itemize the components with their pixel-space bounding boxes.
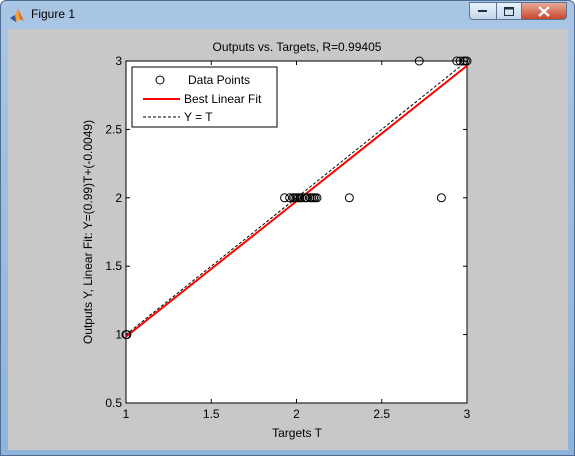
y-tick-label: 1: [115, 328, 122, 342]
chart-marks: [121, 56, 472, 340]
maximize-icon: [504, 6, 514, 16]
y-tick-label: 3: [115, 54, 122, 68]
legend-marker-data-points: [155, 75, 165, 85]
data-point: [312, 193, 322, 203]
figure-canvas: 1 1.5 2 2.5 3 0.5 1 1.5 2 2.5 3 Outputs vs. Target…: [8, 29, 568, 450]
legend-label-best-linear-fit: Best Linear Fit: [184, 92, 262, 106]
x-tick-label: 1.5: [203, 407, 220, 421]
legend-label-data-points: Data Points: [188, 73, 250, 87]
y-axis-label: Outputs Y, Linear Fit: Y=(0.99)T+(-0.004…: [81, 120, 95, 344]
data-point: [436, 193, 446, 203]
window-controls: [469, 2, 567, 21]
axis-ticks: 1 1.5 2 2.5 30.511.522.53: [105, 54, 470, 421]
x-tick-label: 2: [293, 407, 300, 421]
legend: Data Points Best Linear Fit Y = T: [131, 66, 278, 128]
data-point: [452, 56, 462, 66]
data-point: [455, 56, 465, 66]
regression-plot: 1 1.5 2 2.5 30.511.522.53 Outputs vs. Target…: [81, 40, 472, 440]
window-title: Figure 1: [31, 7, 76, 21]
x-tick-label: 2.5: [373, 407, 390, 421]
minimize-icon: [478, 10, 487, 12]
data-point: [462, 56, 472, 66]
x-axis-label: Targets T: [272, 426, 322, 440]
data-point: [414, 56, 424, 66]
y-tick-label: 2.5: [105, 122, 122, 136]
data-point: [285, 193, 295, 203]
y-tick-label: 1.5: [105, 259, 122, 273]
data-point: [302, 193, 312, 203]
data-point: [122, 330, 132, 340]
maximize-button[interactable]: [496, 2, 522, 20]
legend-box: [131, 66, 278, 128]
y-equals-t-line: [125, 60, 468, 335]
title-bar[interactable]: Figure 1: [1, 1, 574, 29]
chart-title: Outputs vs. Targets, R=0.99405: [213, 40, 382, 54]
data-point: [297, 193, 307, 203]
legend-label-y-equals-t: Y = T: [184, 110, 213, 124]
y-tick-label: 0.5: [105, 396, 122, 410]
x-tick-label: 3: [464, 407, 471, 421]
matlab-icon: [10, 9, 24, 22]
close-icon: [538, 5, 550, 17]
close-button[interactable]: [522, 2, 567, 20]
x-tick-label: 1: [123, 407, 130, 421]
minimize-button[interactable]: [469, 2, 496, 20]
y-tick-label: 2: [115, 191, 122, 205]
data-point: [280, 193, 290, 203]
data-point: [344, 193, 354, 203]
